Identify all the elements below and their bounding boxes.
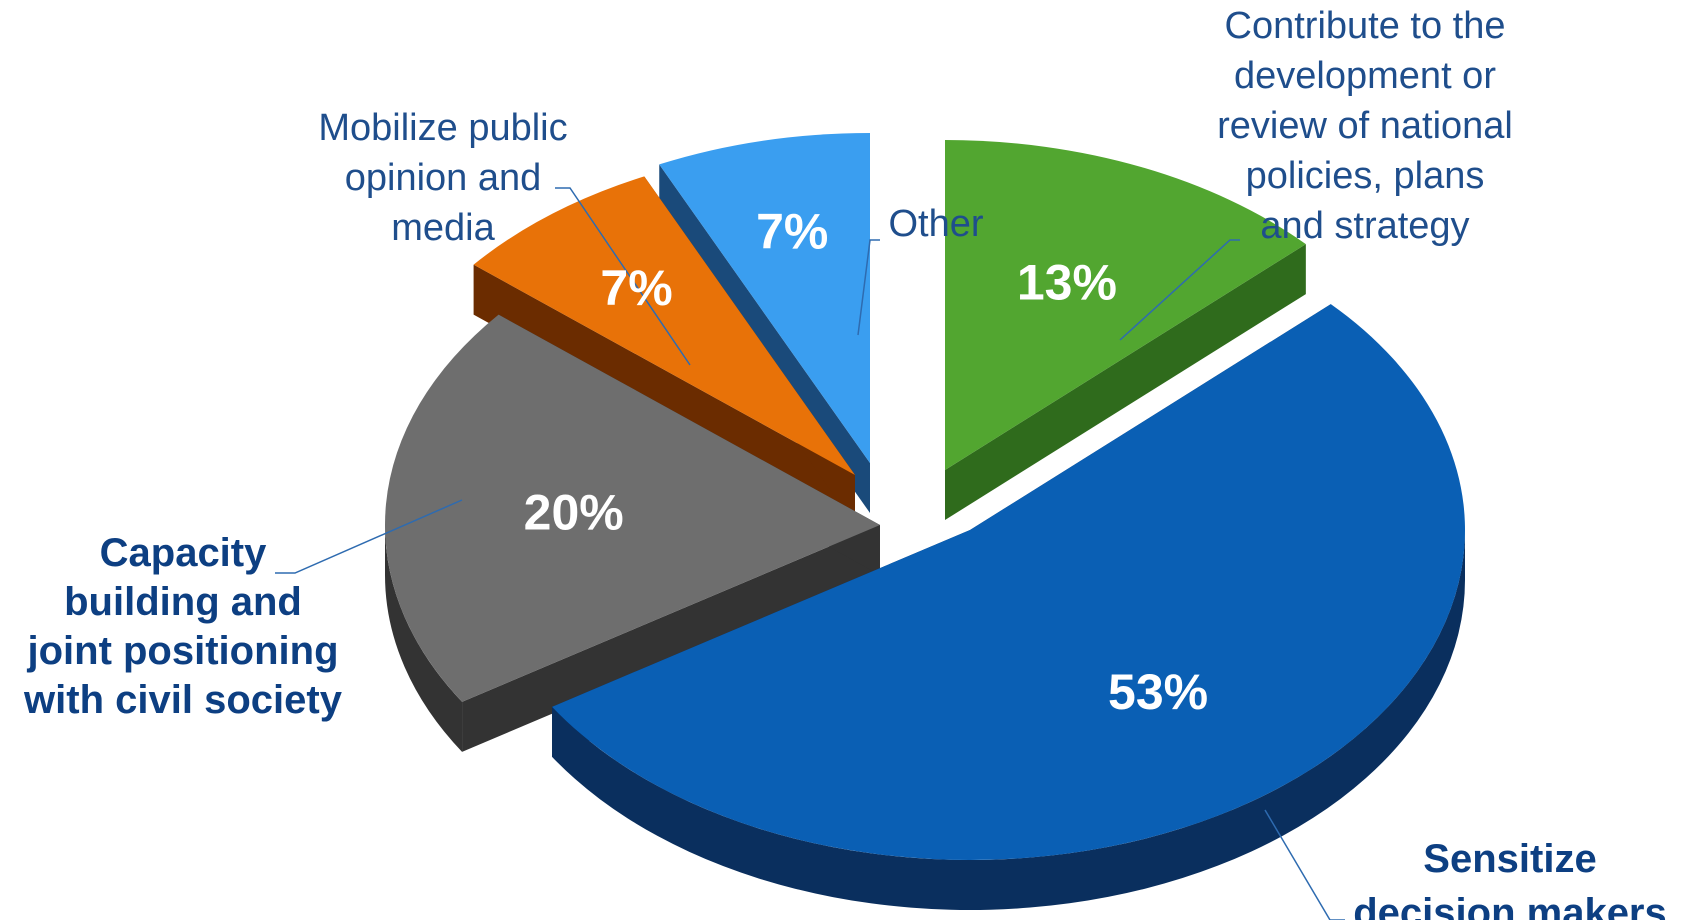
category-label-line-other-0: Other bbox=[888, 203, 983, 245]
category-label-capacity-building-and-joint-positioning-with-civil-society: Capacity building and joint positioning wit… bbox=[23, 531, 343, 722]
slice-tops bbox=[385, 133, 1465, 861]
slice-sensitize-decision-makers bbox=[552, 304, 1465, 861]
category-label-line-capacity-building-and-joint-positioning-with-civil-society-0: Capacity bbox=[100, 531, 267, 575]
category-label-line-capacity-building-and-joint-positioning-with-civil-society-2: joint positioning bbox=[26, 629, 338, 673]
slice-capacity-building-and-joint-positioning-with-civil-society bbox=[385, 314, 880, 702]
value-label-sensitize-decision-makers: 53% bbox=[1108, 664, 1208, 720]
category-labels: Contribute to the development or review of… bbox=[23, 5, 1667, 920]
category-label-line-contribute-to-the-development-or-review-of-national-policies-plans-and-strategy-3: policies, plans bbox=[1246, 155, 1485, 197]
category-label-contribute-to-the-development-or-review-of-national-policies-plans-and-strategy: Contribute to the development or review of… bbox=[1217, 5, 1513, 247]
leader-lines bbox=[275, 187, 1345, 920]
category-label-line-sensitize-decision-makers-0: Sensitize bbox=[1423, 837, 1596, 881]
leader-line-sensitize-decision-makers bbox=[1264, 809, 1345, 920]
value-label-mobilize-public-opinion-and-media: 7% bbox=[600, 260, 672, 316]
value-labels: 13% 53% 20% 7% 7% bbox=[524, 204, 1208, 721]
category-label-line-capacity-building-and-joint-positioning-with-civil-society-1: building and bbox=[64, 580, 302, 624]
value-label-contribute-to-the-development-or-review-of-national-policies-plans-and-strategy: 13% bbox=[1017, 255, 1117, 311]
category-label-line-contribute-to-the-development-or-review-of-national-policies-plans-and-strategy-0: Contribute to the bbox=[1225, 5, 1506, 47]
category-label-line-contribute-to-the-development-or-review-of-national-policies-plans-and-strategy-2: review of national bbox=[1217, 105, 1513, 147]
leader-line-contribute-to-the-development-or-review-of-national-policies-plans-and-strategy bbox=[1119, 239, 1240, 341]
value-label-other: 7% bbox=[756, 204, 828, 260]
slice-mobilize-public-opinion-and-media bbox=[473, 176, 855, 475]
category-label-line-capacity-building-and-joint-positioning-with-civil-society-3: with civil society bbox=[23, 678, 343, 722]
slice-outer-wall-sensitize-decision-makers-0 bbox=[552, 530, 1465, 911]
category-label-line-mobilize-public-opinion-and-media-0: Mobilize public bbox=[318, 107, 567, 149]
slice-wall-capacity-building-and-joint-positioning-with-civil-society-0 bbox=[462, 525, 880, 752]
category-label-sensitize-decision-makers: Sensitize decision makers bbox=[1353, 837, 1667, 920]
slice-other bbox=[659, 133, 870, 463]
leader-line-mobilize-public-opinion-and-media bbox=[555, 187, 691, 366]
category-label-line-sensitize-decision-makers-1: decision makers bbox=[1353, 891, 1667, 920]
category-label-line-mobilize-public-opinion-and-media-1: opinion and bbox=[345, 157, 542, 199]
category-label-line-contribute-to-the-development-or-review-of-national-policies-plans-and-strategy-4: and strategy bbox=[1260, 205, 1469, 247]
slice-wall-contribute-to-the-development-or-review-of-national-policies-plans-and-strategy-1 bbox=[945, 244, 1306, 520]
category-label-other: Other bbox=[888, 203, 983, 245]
slice-contribute-to-the-development-or-review-of-national-policies-plans-and-strategy bbox=[945, 140, 1306, 470]
category-label-line-mobilize-public-opinion-and-media-2: media bbox=[391, 207, 495, 249]
slice-outer-wall-capacity-building-and-joint-positioning-with-civil-society-0 bbox=[385, 525, 463, 752]
value-label-capacity-building-and-joint-positioning-with-civil-society: 20% bbox=[524, 485, 624, 541]
category-label-line-contribute-to-the-development-or-review-of-national-policies-plans-and-strategy-1: development or bbox=[1234, 55, 1496, 97]
category-label-mobilize-public-opinion-and-media: Mobilize public opinion and media bbox=[318, 107, 567, 249]
leader-line-other bbox=[857, 239, 880, 336]
leader-line-capacity-building-and-joint-positioning-with-civil-society bbox=[275, 499, 463, 574]
